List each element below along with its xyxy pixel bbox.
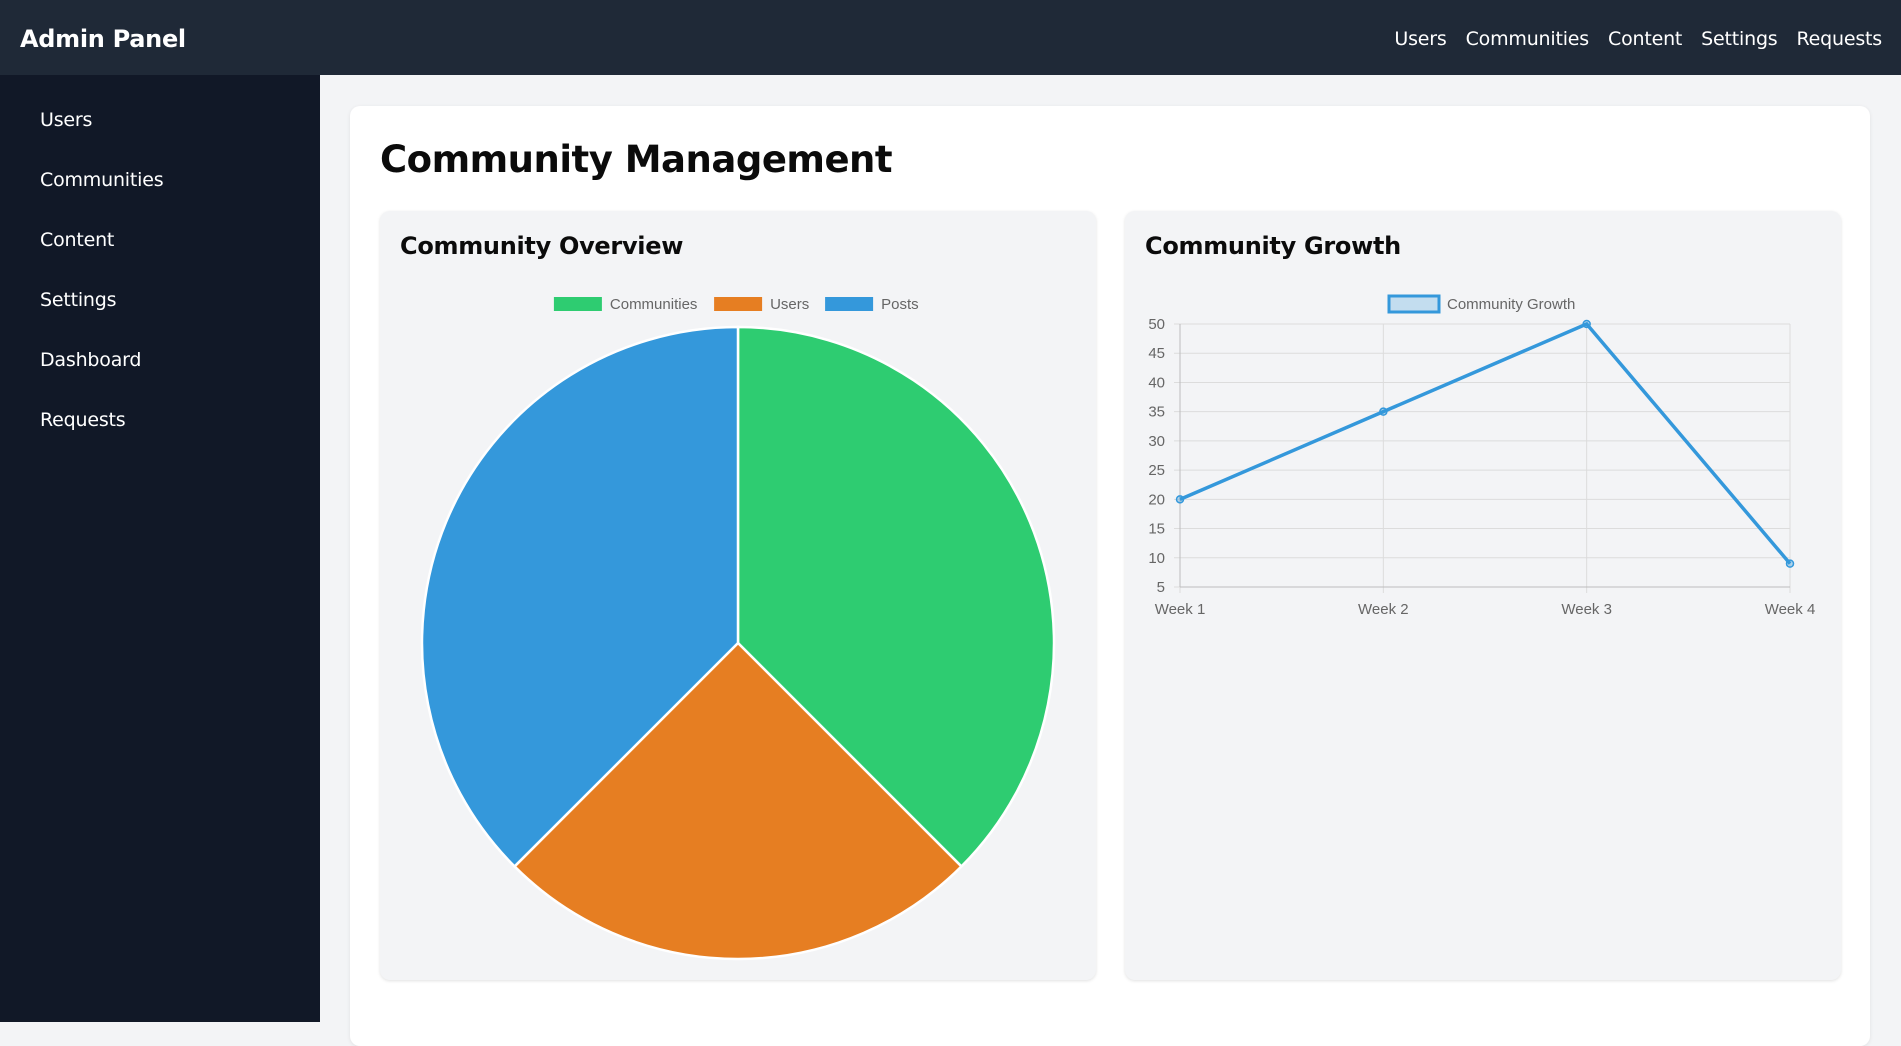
overview-panel: Community Overview Communities Users Posts [380, 211, 1096, 980]
pie-slice-communities [736, 325, 1056, 869]
data-point-week-3 [1582, 319, 1591, 329]
x-tick-label: Week 4 [1765, 601, 1816, 618]
legend-swatch-posts [825, 297, 874, 311]
overview-title: Community Overview [400, 232, 684, 260]
legend-swatch-users [714, 297, 763, 311]
topnav-link-requests[interactable]: Requests [1796, 28, 1883, 50]
y-tick-label: 45 [1148, 345, 1165, 362]
y-tick-label: 35 [1148, 404, 1165, 421]
y-tick-label: 20 [1148, 491, 1165, 508]
topnav-link-content[interactable]: Content [1608, 28, 1683, 50]
topnav-link-communities[interactable]: Communities [1465, 28, 1590, 50]
y-tick-label: 5 [1157, 579, 1165, 596]
y-tick-label: 30 [1148, 433, 1165, 450]
legend-swatch-community-growth [1387, 294, 1441, 314]
y-tick-label: 25 [1148, 462, 1165, 479]
y-tick-label: 40 [1148, 374, 1165, 391]
pie-chart: Communities Users Posts [420, 296, 1056, 961]
data-point-week-1 [1175, 495, 1185, 504]
legend-swatch-communities [553, 297, 602, 311]
x-tick-label: Week 1 [1155, 601, 1206, 618]
top-nav: Users Communities Content Settings Reque… [1394, 0, 1882, 75]
growth-panel: Community Growth Community Growth 5 10 15 20… [1125, 211, 1841, 980]
topnav-link-settings[interactable]: Settings [1701, 28, 1778, 50]
data-point-week-2 [1379, 407, 1388, 416]
page-title: Community Management [380, 138, 893, 181]
legend-label-community-growth: Community Growth [1447, 296, 1575, 313]
brand-title[interactable]: Admin Panel [20, 25, 186, 53]
sidebar-item-settings[interactable]: Settings [40, 289, 117, 311]
legend-label-communities: Communities [610, 296, 698, 313]
y-tick-label: 15 [1148, 521, 1165, 538]
x-tick-label: Week 2 [1358, 601, 1409, 618]
y-tick-label: 50 [1148, 316, 1165, 333]
line-chart: Community Growth 5 10 15 20 25 30 35 40 45 50 Week … [1148, 294, 1816, 618]
sidebar-item-communities[interactable]: Communities [40, 169, 164, 191]
sidebar-item-content[interactable]: Content [40, 229, 115, 251]
pie-slice-posts [420, 325, 740, 869]
series-line-community-growth [1179, 321, 1792, 565]
data-point-week-4 [1785, 559, 1795, 568]
legend-label-users: Users [770, 296, 809, 313]
growth-title: Community Growth [1145, 232, 1401, 260]
legend-label-posts: Posts [881, 296, 919, 313]
pie-slice-users [512, 641, 964, 961]
sidebar-item-users[interactable]: Users [40, 109, 93, 131]
top-navbar: Admin Panel Users Communities Content Se… [0, 0, 1901, 75]
sidebar: Users Communities Content Settings Dashb… [0, 75, 320, 1022]
y-tick-label: 10 [1148, 550, 1165, 567]
x-tick-label: Week 3 [1561, 601, 1612, 618]
sidebar-item-dashboard[interactable]: Dashboard [40, 349, 142, 371]
topnav-link-users[interactable]: Users [1394, 28, 1447, 50]
sidebar-item-requests[interactable]: Requests [40, 409, 126, 431]
